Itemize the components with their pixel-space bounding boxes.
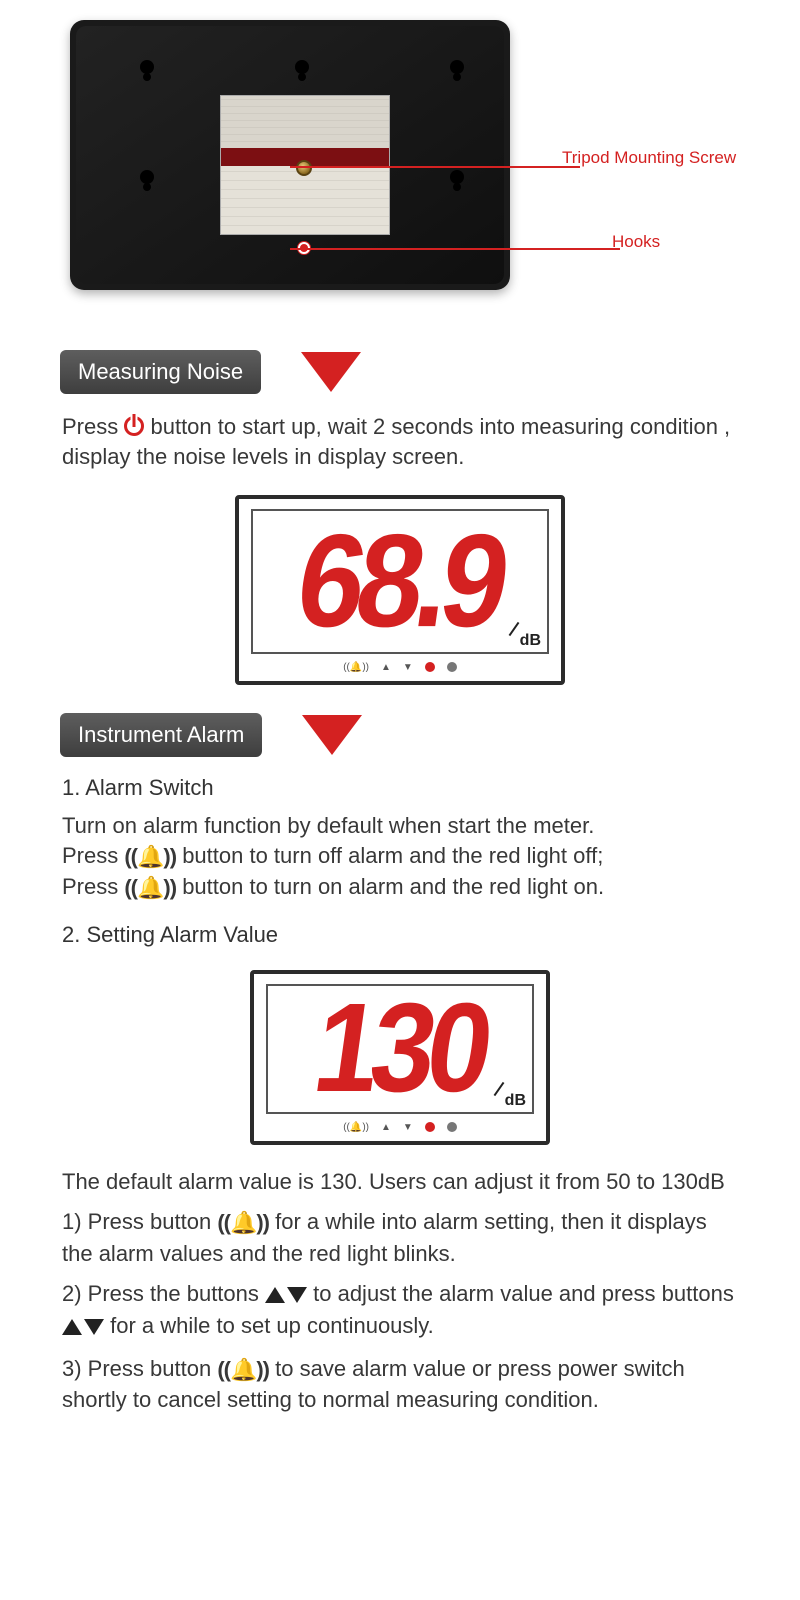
alarm-bell-icon: ((🔔)) — [124, 873, 176, 903]
text-fragment: 2) Press the buttons — [62, 1281, 265, 1306]
callout-line — [290, 248, 620, 250]
setting-intro-text: The default alarm value is 130. Users ca… — [0, 1167, 800, 1197]
tripod-screw-icon — [296, 160, 312, 176]
lcd-display-measuring: 68.9 dB ((🔔))▲▼ — [235, 495, 565, 685]
text-fragment: Press — [62, 874, 124, 899]
alarm-bell-icon: ((🔔)) — [124, 842, 176, 872]
text-fragment: Press — [62, 414, 124, 439]
alarm-switch-heading: 1. Alarm Switch — [0, 775, 800, 801]
section-tag: Measuring Noise — [60, 350, 261, 394]
alarm-switch-text: Turn on alarm function by default when s… — [0, 811, 800, 904]
callout-hooks: Hooks — [612, 232, 660, 252]
setting-step-3: 3) Press button ((🔔)) to save alarm valu… — [0, 1354, 800, 1416]
device-back-figure: Tripod Mounting Screw Hooks — [50, 20, 750, 300]
lcd-unit: dB — [505, 1092, 526, 1110]
setting-step-2: 2) Press the buttons to adjust the alarm… — [0, 1279, 800, 1344]
lcd-unit: dB — [520, 632, 541, 650]
text-fragment: 3) Press button — [62, 1356, 211, 1381]
manual-page: Tripod Mounting Screw Hooks Measuring No… — [0, 0, 800, 1435]
alarm-bell-icon: ((🔔)) — [217, 1355, 269, 1385]
down-triangle-icon — [302, 715, 362, 755]
up-down-triangle-icon — [265, 1281, 307, 1311]
keyhole-icon — [295, 60, 309, 74]
lcd-reading: 130 — [307, 986, 493, 1113]
lcd-button-row: ((🔔))▲▼ — [251, 662, 549, 673]
alarm-bell-icon: ((🔔)) — [217, 1208, 269, 1238]
keyhole-icon — [450, 170, 464, 184]
text-fragment: button to start up, wait 2 seconds into … — [62, 414, 730, 469]
lcd-button-row: ((🔔))▲▼ — [266, 1122, 534, 1133]
text-fragment: button to turn off alarm and the red lig… — [182, 843, 603, 868]
measuring-instruction: Press button to start up, wait 2 seconds… — [0, 412, 800, 473]
text-fragment: Press — [62, 843, 124, 868]
keyhole-icon — [140, 170, 154, 184]
text-fragment: button to turn on alarm and the red ligh… — [182, 874, 604, 899]
power-icon — [124, 416, 144, 436]
lcd-reading: 68.9 — [290, 515, 510, 647]
callout-line — [290, 166, 580, 168]
down-triangle-icon — [301, 352, 361, 392]
section-tag: Instrument Alarm — [60, 713, 262, 757]
text-fragment: Turn on alarm function by default when s… — [62, 813, 594, 838]
section-header-measuring: Measuring Noise — [0, 350, 800, 394]
keyhole-icon — [140, 60, 154, 74]
text-fragment: for a while to set up continuously. — [110, 1313, 434, 1338]
text-fragment: to adjust the alarm value and press butt… — [313, 1281, 734, 1306]
section-header-alarm: Instrument Alarm — [0, 713, 800, 757]
setting-step-1: 1) Press button ((🔔)) for a while into a… — [0, 1207, 800, 1269]
lcd-display-alarm: 130 dB ((🔔))▲▼ — [250, 970, 550, 1145]
keyhole-icon — [450, 60, 464, 74]
setting-alarm-heading: 2. Setting Alarm Value — [0, 922, 800, 948]
up-down-triangle-icon — [62, 1313, 104, 1343]
text-fragment: 1) Press button — [62, 1209, 217, 1234]
callout-tripod-screw: Tripod Mounting Screw — [562, 148, 736, 168]
